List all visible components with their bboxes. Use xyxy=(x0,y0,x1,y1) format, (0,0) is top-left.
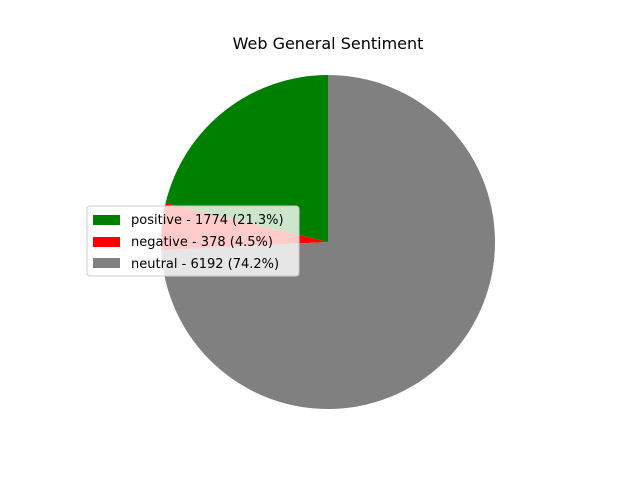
legend-label-neutral: neutral - 6192 (74.2%) xyxy=(131,257,279,272)
legend-swatch-positive xyxy=(93,215,120,225)
legend-label-positive: positive - 1774 (21.3%) xyxy=(131,213,284,228)
chart-title: Web General Sentiment xyxy=(233,34,424,53)
legend-label-negative: negative - 378 (4.5%) xyxy=(131,235,273,250)
pie-slice-positive xyxy=(165,75,328,242)
legend-swatch-negative xyxy=(93,237,120,247)
legend-box xyxy=(86,205,300,277)
legend-swatch-neutral xyxy=(93,258,120,268)
pie-slice-neutral xyxy=(161,75,496,409)
legend: positive - 1774 (21.3%) negative - 378 (… xyxy=(86,205,300,277)
